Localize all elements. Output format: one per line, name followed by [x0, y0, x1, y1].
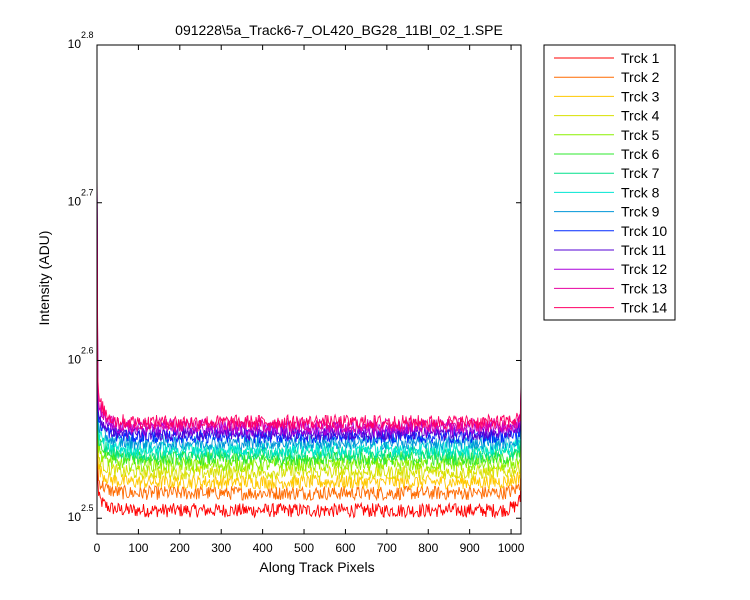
legend-label: Trck 1: [621, 50, 660, 66]
y-tick-exponent: 2.6: [81, 345, 94, 355]
y-tick-base: 10: [68, 195, 82, 209]
legend-label: Trck 13: [621, 280, 667, 296]
legend-label: Trck 9: [621, 204, 660, 220]
x-tick-label: 100: [128, 541, 148, 555]
x-tick-label: 1000: [498, 541, 525, 555]
y-tick-base: 10: [68, 510, 82, 524]
y-tick-exponent: 2.5: [81, 503, 94, 513]
x-tick-label: 700: [377, 541, 397, 555]
y-tick-exponent: 2.7: [81, 188, 94, 198]
x-tick-label: 400: [253, 541, 273, 555]
x-tick-label: 300: [211, 541, 231, 555]
plot-frame: [96, 44, 522, 535]
series-line-13: [97, 167, 521, 434]
x-tick-label: 500: [294, 541, 314, 555]
legend-label: Trck 6: [621, 146, 660, 162]
x-tick-label: 900: [460, 541, 480, 555]
series-line-14: [97, 164, 521, 431]
y-tick-exponent: 2.8: [81, 30, 94, 40]
series-line-4: [97, 194, 521, 482]
legend-box: [543, 44, 676, 321]
legend-label: Trck 10: [621, 223, 667, 239]
chart-title: 091228\5a_Track6-7_OL420_BG28_11Bl_02_1.…: [175, 22, 503, 38]
legend-label: Trck 11: [621, 242, 666, 258]
y-tick-base: 10: [68, 352, 82, 366]
series-line-9: [97, 179, 521, 452]
legend-label: Trck 5: [621, 127, 660, 143]
x-axis: 0 100 200 300 400 500 600 700 800 900 1000: [94, 45, 525, 555]
x-tick-label: 800: [418, 541, 438, 555]
series-line-6: [97, 186, 521, 467]
legend-label: Trck 12: [621, 261, 667, 277]
x-tick-label: 0: [94, 541, 101, 555]
series-layer: [97, 164, 521, 519]
legend-label: Trck 2: [621, 69, 660, 85]
x-tick-label: 200: [170, 541, 190, 555]
legend-label: Trck 7: [621, 165, 660, 181]
legend-label: Trck 14: [621, 300, 667, 316]
series-line-2: [97, 212, 521, 502]
x-axis-label: Along Track Pixels: [259, 559, 374, 575]
legend-label: Trck 8: [621, 184, 660, 200]
legend-label: Trck 3: [621, 88, 660, 104]
series-line-3: [97, 202, 521, 491]
legend-label: Trck 4: [621, 108, 660, 124]
y-tick-base: 10: [68, 37, 82, 51]
y-axis-label: Intensity (ADU): [36, 231, 52, 326]
series-line-1: [97, 226, 521, 519]
x-tick-label: 600: [335, 541, 355, 555]
legend: Trck 1 Trck 2 Trck 3 Trck 4 Trck 5 Trck 6 Trck…: [543, 44, 676, 321]
